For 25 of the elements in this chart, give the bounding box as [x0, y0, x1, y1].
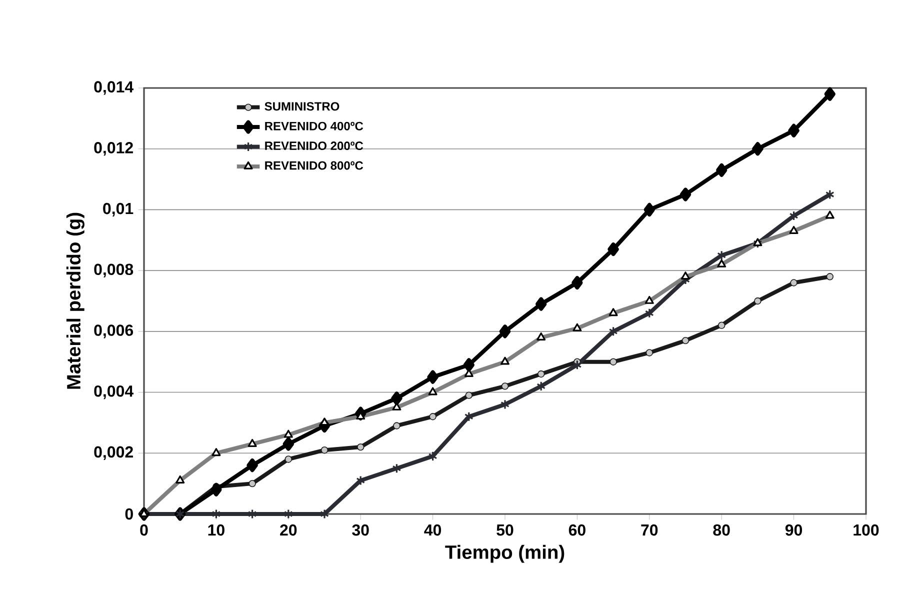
y-tick-label: 0,012 — [94, 142, 133, 156]
y-tick-label: 0,008 — [94, 264, 134, 278]
x-tick-label: 70 — [641, 524, 658, 536]
y-axis-title: Material perdido (g) — [66, 212, 84, 389]
y-tick-label: 0,006 — [94, 324, 134, 338]
x-tick-label: 0 — [140, 524, 148, 536]
y-tick-label: 0 — [125, 508, 133, 520]
x-tick-label: 20 — [280, 524, 297, 536]
x-tick-label: 90 — [785, 524, 802, 536]
y-tick-label: 0,004 — [94, 385, 134, 400]
legend-label: REVENIDO 200ºC — [265, 142, 364, 150]
x-tick-label: 30 — [352, 524, 369, 536]
y-tick-label: 0,002 — [94, 446, 133, 460]
legend-label: SUMINISTRO — [264, 102, 340, 111]
y-tick-label: 0,014 — [94, 81, 134, 95]
x-tick-label: 50 — [496, 524, 514, 536]
x-axis-title: Tiempo (min) — [445, 544, 564, 563]
x-tick-label: 100 — [854, 524, 879, 536]
y-tick-label: 0,01 — [103, 202, 134, 217]
legend-label: REVENIDO 400ºC — [265, 122, 364, 130]
x-tick-label: 10 — [208, 524, 224, 536]
x-tick-label: 40 — [424, 524, 442, 536]
x-tick-label: 60 — [568, 524, 586, 536]
x-tick-label: 80 — [713, 524, 730, 536]
legend-label: REVENIDO 800ºC — [265, 161, 364, 170]
